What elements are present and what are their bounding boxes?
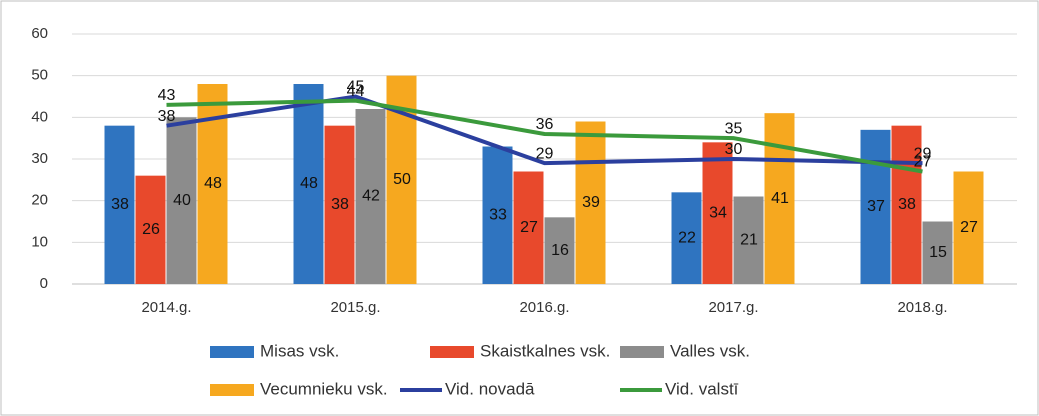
data-label: 48 bbox=[300, 175, 318, 192]
x-tick-label: 2018.g. bbox=[897, 299, 947, 316]
data-label: 38 bbox=[158, 108, 176, 125]
line-series bbox=[166, 94, 923, 166]
legend-label: Vid. valstī bbox=[665, 379, 739, 398]
bar bbox=[764, 113, 795, 285]
legend-swatch bbox=[210, 346, 254, 358]
data-label: 44 bbox=[347, 83, 365, 100]
data-label: 34 bbox=[709, 204, 727, 221]
data-label: 45 bbox=[347, 79, 365, 96]
data-label: 38 bbox=[111, 196, 129, 213]
data-label: 16 bbox=[551, 242, 569, 259]
x-tick-label: 2014.g. bbox=[141, 299, 191, 316]
bar bbox=[891, 125, 922, 285]
bar bbox=[575, 121, 606, 284]
data-label: 29 bbox=[914, 145, 932, 162]
data-label: 42 bbox=[362, 188, 380, 205]
data-label: 27 bbox=[520, 219, 538, 236]
bar bbox=[135, 175, 166, 284]
legend-swatch bbox=[620, 346, 664, 358]
y-tick-label: 40 bbox=[31, 108, 48, 125]
bar bbox=[733, 196, 764, 284]
y-tick-label: 50 bbox=[31, 67, 48, 84]
legend-label: Valles vsk. bbox=[670, 341, 750, 360]
legend-label: Skaistkalnes vsk. bbox=[480, 341, 610, 360]
data-label: 37 bbox=[867, 198, 885, 215]
data-label: 50 bbox=[393, 171, 411, 188]
y-tick-label: 30 bbox=[31, 150, 48, 167]
bar bbox=[860, 129, 891, 284]
bar bbox=[293, 84, 324, 284]
data-label: 48 bbox=[204, 175, 222, 192]
bar bbox=[953, 171, 984, 284]
data-label: 27 bbox=[914, 154, 932, 171]
bar bbox=[104, 125, 135, 285]
line-series bbox=[166, 98, 923, 174]
bar bbox=[166, 117, 197, 284]
legend-label: Misas vsk. bbox=[260, 341, 339, 360]
bar bbox=[544, 217, 575, 284]
y-tick-label: 60 bbox=[31, 25, 48, 42]
y-tick-label: 10 bbox=[31, 233, 48, 250]
data-label: 27 bbox=[960, 219, 978, 236]
data-label: 33 bbox=[489, 206, 507, 223]
bar bbox=[355, 109, 386, 284]
bar bbox=[513, 171, 544, 284]
y-tick-label: 0 bbox=[40, 275, 48, 292]
data-label: 43 bbox=[158, 87, 176, 104]
bar bbox=[922, 221, 953, 284]
bar bbox=[702, 142, 733, 284]
x-tick-label: 2015.g. bbox=[330, 299, 380, 316]
data-label: 26 bbox=[142, 221, 160, 238]
x-tick-label: 2016.g. bbox=[519, 299, 569, 316]
data-label: 38 bbox=[331, 196, 349, 213]
data-label: 30 bbox=[725, 141, 743, 158]
legend-swatch bbox=[430, 346, 474, 358]
data-label: 29 bbox=[536, 145, 554, 162]
data-label: 40 bbox=[173, 192, 191, 209]
x-tick-label: 2017.g. bbox=[708, 299, 758, 316]
bar bbox=[324, 125, 355, 285]
data-label: 39 bbox=[582, 194, 600, 211]
bar bbox=[671, 192, 702, 284]
data-label: 21 bbox=[740, 231, 758, 248]
legend-swatch bbox=[210, 384, 254, 396]
data-label: 38 bbox=[898, 196, 916, 213]
data-label: 15 bbox=[929, 244, 947, 261]
data-label: 41 bbox=[771, 190, 789, 207]
data-label: 35 bbox=[725, 120, 743, 137]
bar bbox=[482, 146, 513, 284]
y-tick-label: 20 bbox=[31, 192, 48, 209]
legend-label: Vecumnieku vsk. bbox=[260, 379, 388, 398]
data-label: 22 bbox=[678, 229, 696, 246]
data-label: 36 bbox=[536, 116, 554, 133]
legend-label: Vid. novadā bbox=[445, 379, 535, 398]
